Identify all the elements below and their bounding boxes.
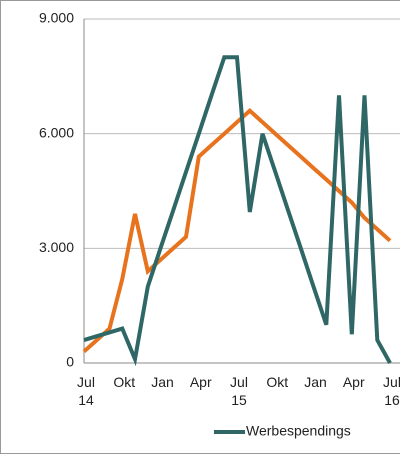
- legend-label: Werbespendings: [246, 423, 351, 439]
- x-tick-label: Jan: [304, 374, 327, 390]
- x-tick-label: Apr: [190, 374, 212, 390]
- y-tick-label: 6.000: [39, 124, 74, 140]
- x-tick-label: Okt: [113, 374, 135, 390]
- y-tick-label: 0: [66, 354, 74, 370]
- x-tick-label: Jul 16: [383, 374, 400, 408]
- x-tick-label: Jul 15: [230, 374, 248, 408]
- y-tick-label: 9.000: [39, 10, 74, 26]
- x-tick-label: Okt: [266, 374, 288, 390]
- series-line: [82, 108, 392, 353]
- x-tick-label: Jan: [151, 374, 174, 390]
- x-tick-label: Apr: [343, 374, 365, 390]
- x-tick-label: Jul 14: [77, 374, 95, 408]
- series-line: [83, 55, 392, 367]
- y-tick-label: 3.000: [39, 239, 74, 255]
